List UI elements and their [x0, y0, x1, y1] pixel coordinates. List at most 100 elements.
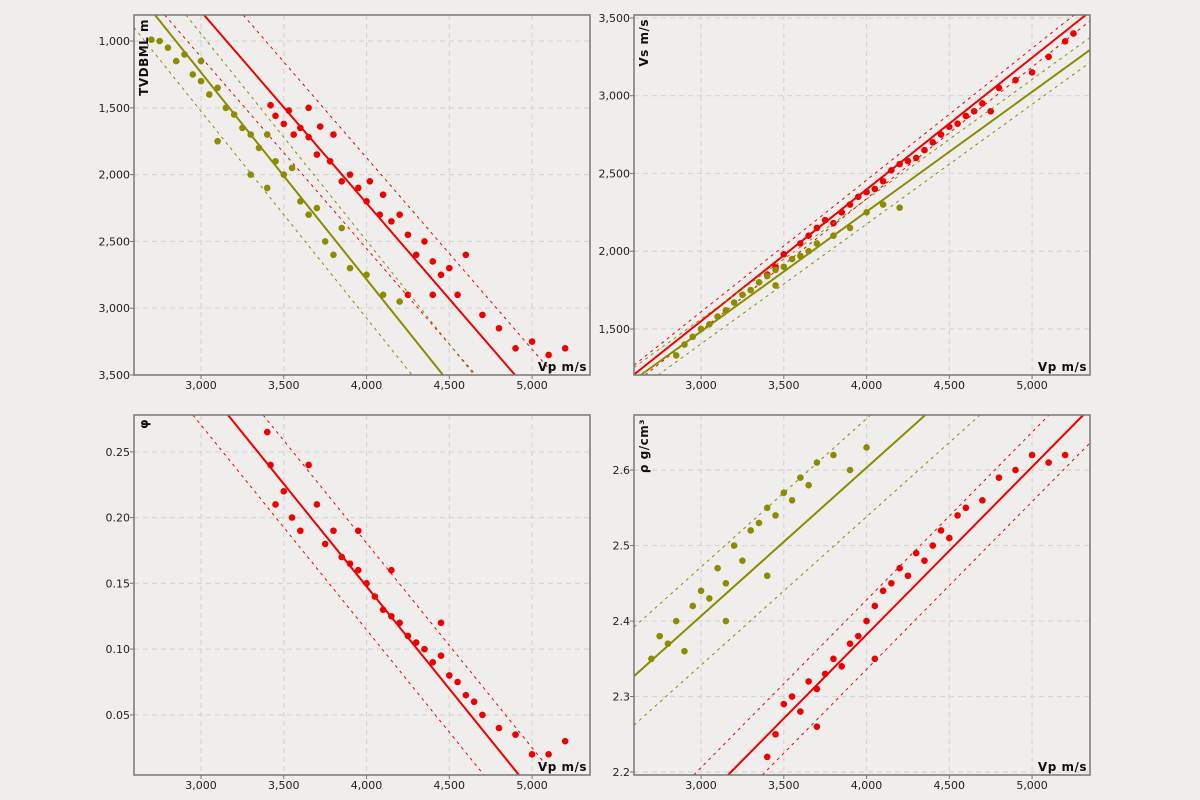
- data-point-red: [338, 178, 346, 185]
- data-point-olive: [714, 564, 721, 572]
- plot-area: [634, 415, 1090, 775]
- x-axis-label: Vp m/s: [538, 760, 587, 774]
- data-point-red: [863, 617, 870, 625]
- data-point-olive: [181, 51, 188, 58]
- data-point-olive: [656, 632, 663, 640]
- data-point-red: [904, 157, 912, 165]
- data-point-olive: [689, 602, 697, 610]
- x-tick-label: 3,000: [685, 779, 717, 792]
- data-point-red: [470, 698, 478, 706]
- data-point-olive: [722, 580, 730, 587]
- data-point-red: [838, 663, 846, 670]
- data-point-red: [379, 606, 387, 613]
- data-point-olive: [197, 57, 205, 65]
- data-point-olive: [230, 111, 238, 118]
- data-point-red: [995, 474, 1003, 481]
- y-tick-label: 1,500: [99, 102, 131, 115]
- data-point-red: [305, 104, 312, 112]
- x-tick-label: 4,500: [934, 779, 966, 792]
- data-point-red: [363, 580, 370, 587]
- data-point-olive: [722, 307, 730, 314]
- data-point-olive: [739, 557, 746, 564]
- y-tick-label: 0.15: [106, 577, 131, 590]
- data-point-olive: [148, 36, 155, 44]
- data-point-olive: [706, 321, 713, 328]
- data-point-red: [404, 291, 412, 299]
- y-tick-label: 3,500: [99, 369, 131, 382]
- plot-content: [633, 14, 1091, 376]
- data-point-red: [272, 501, 279, 508]
- data-point-olive: [247, 171, 254, 178]
- panel-depth: 3,000 3,500 4,000 4,500 5,000 1,000 1,500 2,000…: [99, 14, 591, 392]
- confidence-band-red: [633, 14, 1075, 366]
- data-point-olive: [863, 444, 870, 451]
- x-axis-label: Vp m/s: [1038, 360, 1087, 374]
- data-point-olive: [681, 341, 688, 348]
- data-point-red: [946, 534, 953, 542]
- data-point-red: [354, 527, 362, 535]
- fit-line-olive: [154, 14, 444, 376]
- data-point-olive: [788, 496, 796, 504]
- data-point-red: [912, 549, 920, 557]
- panel-porosity: 3,000 3,500 4,000 4,500 5,000 0.05 0.10 0.15 0.2…: [106, 414, 591, 792]
- data-point-red: [376, 211, 384, 219]
- data-point-olive: [722, 617, 730, 625]
- data-point-red: [346, 560, 354, 567]
- data-point-red: [846, 640, 854, 647]
- data-point-olive: [772, 282, 779, 289]
- data-point-red: [454, 291, 461, 299]
- data-point-red: [330, 527, 337, 535]
- data-point-olive: [689, 333, 697, 341]
- data-point-red: [1045, 459, 1052, 466]
- data-point-olive: [755, 519, 763, 527]
- x-tick-label: 3,000: [185, 379, 217, 392]
- data-point-red: [780, 700, 788, 708]
- data-point-red: [821, 670, 829, 678]
- data-point-red: [396, 211, 403, 219]
- confidence-band-red: [164, 14, 477, 376]
- data-point-olive: [255, 144, 263, 152]
- data-point-red: [512, 731, 519, 738]
- data-point-red: [896, 160, 903, 168]
- fit-line-red: [727, 414, 1085, 776]
- data-point-red: [297, 527, 304, 535]
- data-point-red: [280, 120, 288, 128]
- data-point-olive: [763, 272, 771, 280]
- data-point-red: [479, 711, 486, 719]
- data-point-red: [937, 131, 945, 138]
- data-point-red: [297, 124, 304, 132]
- x-tick-label: 5,000: [516, 779, 548, 792]
- data-point-red: [479, 311, 486, 319]
- data-point-red: [854, 632, 862, 640]
- data-point-olive: [321, 238, 329, 245]
- data-point-olive: [672, 352, 680, 359]
- data-point-red: [561, 737, 569, 745]
- x-axis-label: Vp m/s: [1038, 760, 1087, 774]
- data-point-olive: [797, 252, 804, 260]
- data-point-red: [813, 723, 821, 730]
- data-point-red: [437, 271, 445, 279]
- data-point-red: [363, 198, 370, 205]
- y-axis-label: Vs m/s: [637, 19, 651, 67]
- x-tick-label: 4,000: [851, 779, 883, 792]
- data-point-red: [1061, 451, 1069, 459]
- data-point-olive: [681, 647, 688, 655]
- x-tick-label: 4,500: [434, 379, 466, 392]
- data-point-olive: [379, 291, 387, 299]
- data-point-olive: [763, 504, 771, 512]
- y-tick-label: 0.25: [106, 446, 131, 459]
- data-point-red: [995, 84, 1003, 92]
- y-tick-label: 2,500: [99, 235, 131, 248]
- data-point-red: [879, 587, 887, 595]
- data-point-red: [763, 753, 771, 761]
- data-point-olive: [172, 57, 180, 65]
- data-point-red: [937, 527, 945, 534]
- data-point-red: [830, 655, 837, 663]
- y-tick-label: 2.3: [613, 691, 631, 704]
- data-point-red: [805, 232, 812, 239]
- data-point-red: [354, 566, 362, 574]
- plot-frame: [133, 14, 591, 376]
- data-point-red: [437, 652, 445, 660]
- data-point-red: [379, 191, 387, 198]
